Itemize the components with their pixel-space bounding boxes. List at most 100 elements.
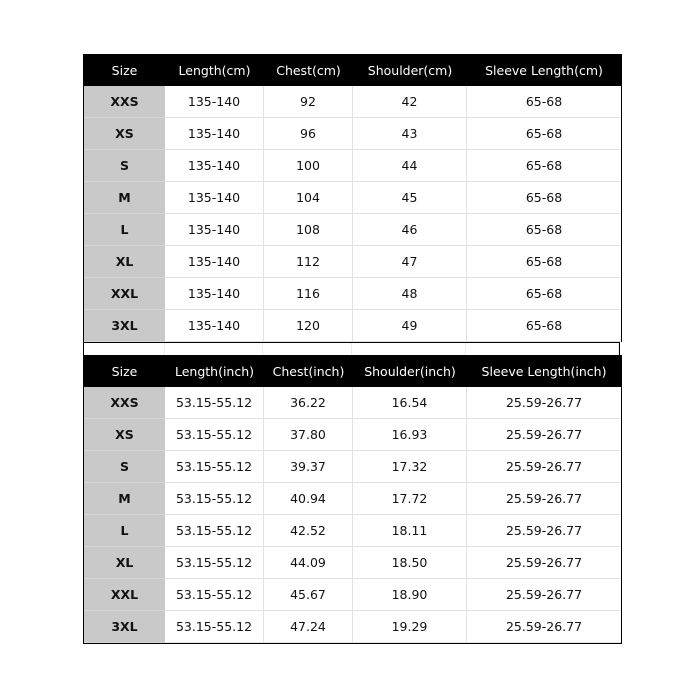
size-label: M bbox=[84, 483, 165, 515]
size-label: XS bbox=[84, 419, 165, 451]
table-row: XL 53.15-55.12 44.09 18.50 25.59-26.77 bbox=[84, 547, 621, 579]
size-label: 3XL bbox=[84, 611, 165, 643]
table-row: XXS 53.15-55.12 36.22 16.54 25.59-26.77 bbox=[84, 387, 621, 419]
table-cell: 44.09 bbox=[264, 547, 353, 579]
table-cell: 53.15-55.12 bbox=[165, 547, 264, 579]
table-row: 3XL 53.15-55.12 47.24 19.29 25.59-26.77 bbox=[84, 611, 621, 643]
table-cell: 65-68 bbox=[467, 182, 621, 214]
table-cell: 135-140 bbox=[165, 278, 264, 310]
table-cell: 18.11 bbox=[353, 515, 467, 547]
table-cell: 104 bbox=[264, 182, 353, 214]
column-header: Length(cm) bbox=[178, 62, 251, 78]
table-row: XXL 53.15-55.12 45.67 18.90 25.59-26.77 bbox=[84, 579, 621, 611]
table-row: XXS 135-140 92 42 65-68 bbox=[84, 86, 621, 118]
table-cell: 47.24 bbox=[264, 611, 353, 643]
column-header: Chest(inch) bbox=[272, 363, 345, 379]
table-cell: 135-140 bbox=[165, 118, 264, 150]
table-cell: 120 bbox=[264, 310, 353, 342]
table-cell: 53.15-55.12 bbox=[165, 579, 264, 611]
table-cell: 65-68 bbox=[467, 86, 621, 118]
column-header: Sleeve Length(inch) bbox=[481, 363, 607, 379]
table-cell: 47 bbox=[353, 246, 467, 278]
header-row: Size Length(cm) Chest(cm) Shoulder(cm) Sleev… bbox=[84, 54, 621, 86]
table-divider bbox=[83, 342, 620, 356]
table-cell: 25.59-26.77 bbox=[467, 387, 621, 419]
table-cell: 53.15-55.12 bbox=[165, 419, 264, 451]
header-row: Size Length(inch) Chest(inch) Shoulder(inch… bbox=[84, 355, 621, 387]
table-cell: 108 bbox=[264, 214, 353, 246]
table-cell: 135-140 bbox=[165, 182, 264, 214]
table-row: S 135-140 100 44 65-68 bbox=[84, 150, 621, 182]
table-cell: 48 bbox=[353, 278, 467, 310]
table-cell: 25.59-26.77 bbox=[467, 419, 621, 451]
table-cell: 19.29 bbox=[353, 611, 467, 643]
column-header: Chest(cm) bbox=[276, 62, 341, 78]
table-cell: 25.59-26.77 bbox=[467, 579, 621, 611]
size-label: XL bbox=[84, 547, 165, 579]
table-cell: 53.15-55.12 bbox=[165, 387, 264, 419]
table-cell: 135-140 bbox=[165, 214, 264, 246]
column-header: Sleeve Length(cm) bbox=[485, 62, 603, 78]
table-cell: 42.52 bbox=[264, 515, 353, 547]
table-row: 3XL 135-140 120 49 65-68 bbox=[84, 310, 621, 342]
table-row: S 53.15-55.12 39.37 17.32 25.59-26.77 bbox=[84, 451, 621, 483]
size-chart-inch-table: Size Length(inch) Chest(inch) Shoulder(inch… bbox=[83, 355, 622, 644]
table-cell: 53.15-55.12 bbox=[165, 611, 264, 643]
table-cell: 65-68 bbox=[467, 214, 621, 246]
table-cell: 16.93 bbox=[353, 419, 467, 451]
table-cell: 37.80 bbox=[264, 419, 353, 451]
column-header: Size bbox=[111, 62, 138, 78]
table-cell: 25.59-26.77 bbox=[467, 515, 621, 547]
size-chart-cm-table: Size Length(cm) Chest(cm) Shoulder(cm) Sleev… bbox=[83, 54, 622, 342]
table-cell: 53.15-55.12 bbox=[165, 451, 264, 483]
table-cell: 44 bbox=[353, 150, 467, 182]
size-label: M bbox=[84, 182, 165, 214]
table-cell: 39.37 bbox=[264, 451, 353, 483]
table-cell: 46 bbox=[353, 214, 467, 246]
size-label: S bbox=[84, 451, 165, 483]
table-cell: 16.54 bbox=[353, 387, 467, 419]
table-cell: 25.59-26.77 bbox=[467, 451, 621, 483]
size-label: XXS bbox=[84, 387, 165, 419]
size-label: L bbox=[84, 515, 165, 547]
table-cell: 96 bbox=[264, 118, 353, 150]
table-row: XL 135-140 112 47 65-68 bbox=[84, 246, 621, 278]
table-cell: 43 bbox=[353, 118, 467, 150]
table-cell: 17.32 bbox=[353, 451, 467, 483]
table-cell: 65-68 bbox=[467, 278, 621, 310]
table-cell: 25.59-26.77 bbox=[467, 483, 621, 515]
table-cell: 100 bbox=[264, 150, 353, 182]
size-label: XXS bbox=[84, 86, 165, 118]
table-row: L 135-140 108 46 65-68 bbox=[84, 214, 621, 246]
table-cell: 36.22 bbox=[264, 387, 353, 419]
table-cell: 65-68 bbox=[467, 310, 621, 342]
table-cell: 65-68 bbox=[467, 118, 621, 150]
table-row: L 53.15-55.12 42.52 18.11 25.59-26.77 bbox=[84, 515, 621, 547]
size-label: S bbox=[84, 150, 165, 182]
table-row: XS 135-140 96 43 65-68 bbox=[84, 118, 621, 150]
table-cell: 135-140 bbox=[165, 246, 264, 278]
table-cell: 116 bbox=[264, 278, 353, 310]
size-label: 3XL bbox=[84, 310, 165, 342]
table-cell: 65-68 bbox=[467, 150, 621, 182]
column-header: Size bbox=[111, 363, 138, 379]
table-cell: 17.72 bbox=[353, 483, 467, 515]
table-cell: 65-68 bbox=[467, 246, 621, 278]
table-row: XXL 135-140 116 48 65-68 bbox=[84, 278, 621, 310]
table-cell: 25.59-26.77 bbox=[467, 547, 621, 579]
column-header: Length(inch) bbox=[174, 363, 255, 379]
column-header: Shoulder(inch) bbox=[364, 363, 456, 379]
table-cell: 49 bbox=[353, 310, 467, 342]
size-label: L bbox=[84, 214, 165, 246]
table-cell: 45.67 bbox=[264, 579, 353, 611]
table-cell: 53.15-55.12 bbox=[165, 515, 264, 547]
table-cell: 42 bbox=[353, 86, 467, 118]
size-label: XXL bbox=[84, 579, 165, 611]
table-cell: 135-140 bbox=[165, 86, 264, 118]
table-cell: 18.90 bbox=[353, 579, 467, 611]
size-label: XS bbox=[84, 118, 165, 150]
table-cell: 25.59-26.77 bbox=[467, 611, 621, 643]
table-cell: 53.15-55.12 bbox=[165, 483, 264, 515]
table-cell: 112 bbox=[264, 246, 353, 278]
column-header: Shoulder(cm) bbox=[367, 62, 453, 78]
